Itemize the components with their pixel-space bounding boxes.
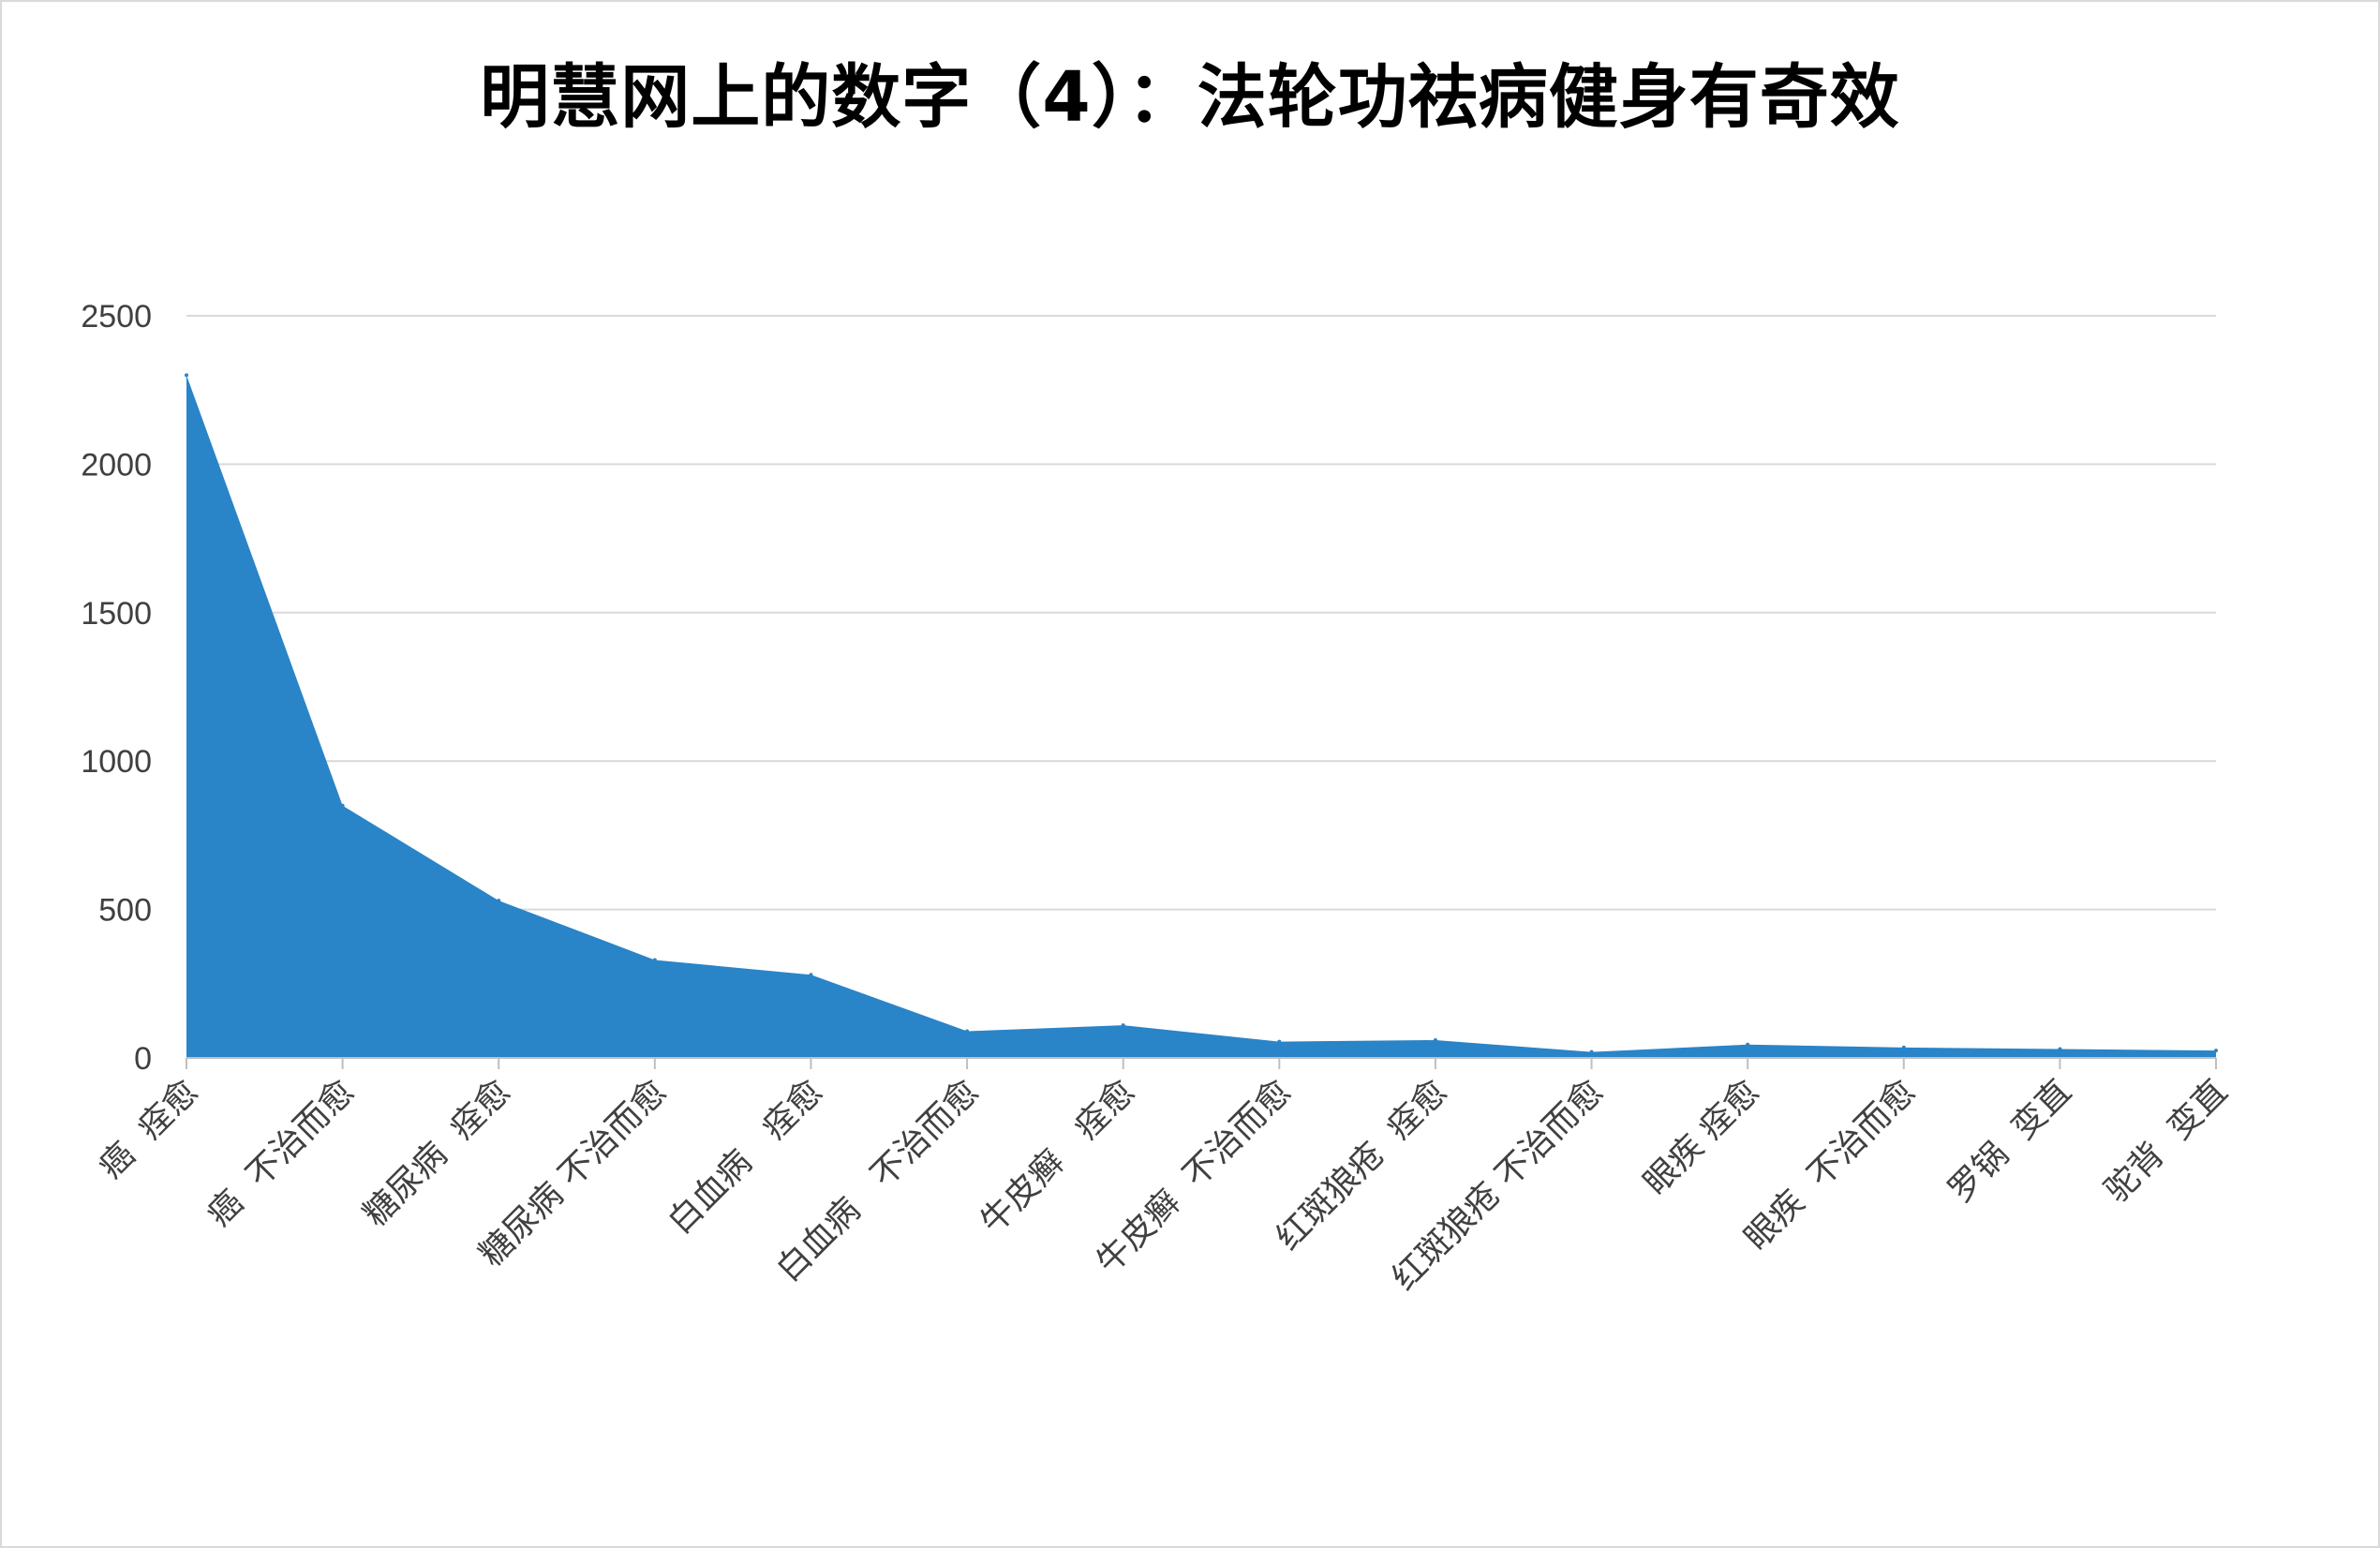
y-tick-label: 0 [134,1041,152,1077]
data-point [1589,1049,1594,1054]
chart-title: 明慧网上的数字（4）：法轮功祛病健身有奇效 [480,57,1900,138]
data-point [185,373,188,378]
y-tick-label: 500 [98,893,152,929]
data-point [1277,1039,1282,1044]
data-point [340,803,345,808]
y-tick-label: 1000 [81,744,152,780]
data-point [497,899,501,903]
data-point [1433,1037,1437,1042]
data-point [2058,1047,2062,1051]
data-point [965,1029,970,1034]
y-tick-label: 2000 [81,447,152,483]
data-point [652,958,657,962]
data-point [1901,1045,1906,1049]
x-category-label: 白血病 痊愈 [661,1072,830,1242]
x-category-label: 驼背 变直 [2097,1072,2235,1210]
area-series [186,375,2216,1058]
x-category-label: 糖尿病 痊愈 [356,1072,517,1233]
y-tick-label: 1500 [81,596,152,632]
data-point [2214,1049,2218,1053]
data-point [809,973,813,977]
y-tick-label: 2500 [81,299,152,335]
x-category-label: 眼疾 痊愈 [1637,1072,1767,1202]
x-category-label: 癌 不治而愈 [201,1072,362,1233]
x-category-label: 牛皮癣 痊愈 [974,1072,1143,1242]
x-category-label: 罗锅 变直 [1941,1072,2079,1210]
data-point [1746,1042,1750,1047]
x-category-label: 癌 痊愈 [92,1072,206,1186]
data-point [1121,1023,1125,1028]
